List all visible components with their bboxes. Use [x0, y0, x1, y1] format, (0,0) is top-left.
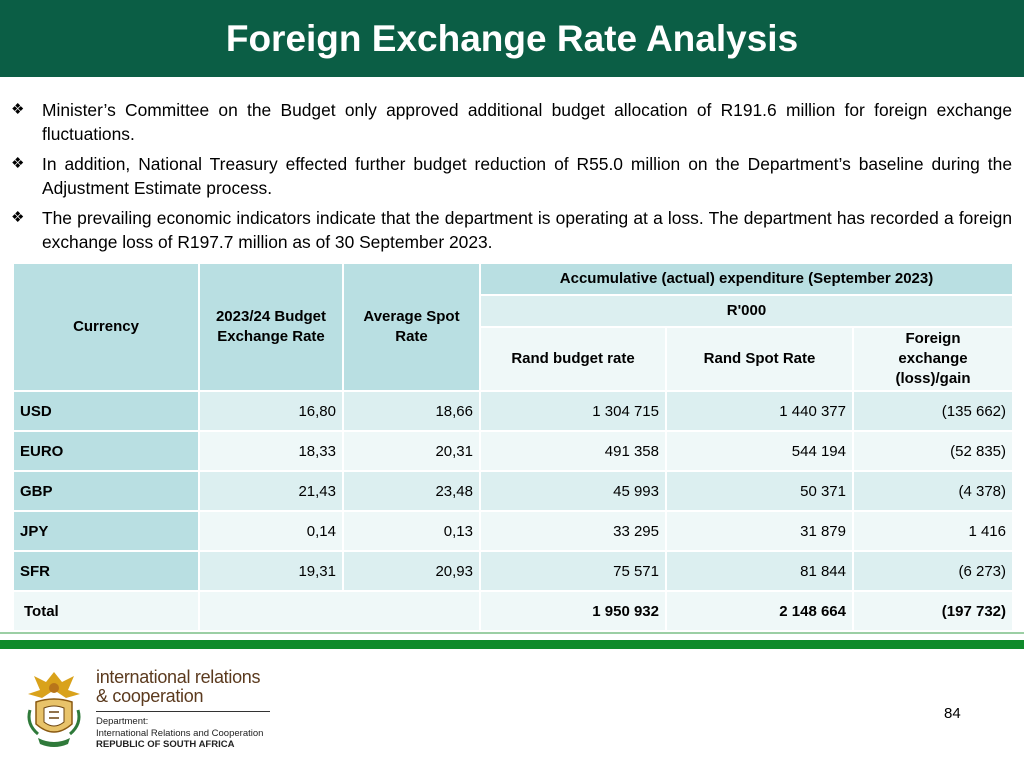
- total-empty-cell: [198, 590, 481, 632]
- logo-rule: [96, 711, 270, 712]
- fx-gain-cell: (4 378): [852, 470, 1014, 512]
- budget-rate-cell: 0,14: [198, 510, 344, 552]
- bullet-list: ❖ Minister’s Committee on the Budget onl…: [10, 98, 1012, 260]
- dept-label: Department:: [96, 716, 149, 727]
- bullet-item: ❖ Minister’s Committee on the Budget onl…: [10, 98, 1012, 146]
- fx-table: Currency 2023/24 Budget Exchange Rate Av…: [12, 262, 1014, 632]
- rand-spot-cell: 50 371: [665, 470, 854, 512]
- dept-name: International Relations and Cooperation: [96, 727, 264, 739]
- table-row: EURO 18,33 20,31 491 358 544 194 (52 835…: [12, 430, 1014, 472]
- title-bar: Foreign Exchange Rate Analysis: [0, 0, 1024, 77]
- spot-rate-cell: 20,31: [342, 430, 481, 472]
- fx-gain-cell: 1 416: [852, 510, 1014, 552]
- bullet-item: ❖ The prevailing economic indicators ind…: [10, 206, 1012, 254]
- logo-title-line2: & cooperation: [96, 686, 204, 706]
- bullet-text: Minister’s Committee on the Budget only …: [42, 100, 1012, 144]
- total-rand-budget: 1 950 932: [479, 590, 667, 632]
- bullet-item: ❖ In addition, National Treasury effecte…: [10, 152, 1012, 200]
- logo-text-block: international relations & cooperation De…: [96, 668, 270, 751]
- footer-divider: [0, 640, 1024, 649]
- currency-cell: SFR: [12, 550, 200, 592]
- spot-rate-cell: 18,66: [342, 390, 481, 432]
- budget-rate-cell: 21,43: [198, 470, 344, 512]
- table-row: SFR 19,31 20,93 75 571 81 844 (6 273): [12, 550, 1014, 592]
- budget-rate-cell: 18,33: [198, 430, 344, 472]
- rand-budget-cell: 75 571: [479, 550, 667, 592]
- diamond-bullet-icon: ❖: [11, 155, 25, 172]
- fx-gain-cell: (135 662): [852, 390, 1014, 432]
- logo-title-line1: international relations: [96, 667, 261, 687]
- fx-gain-cell: (6 273): [852, 550, 1014, 592]
- rand-budget-cell: 45 993: [479, 470, 667, 512]
- total-rand-spot: 2 148 664: [665, 590, 854, 632]
- diamond-bullet-icon: ❖: [11, 209, 25, 226]
- slide-title: Foreign Exchange Rate Analysis: [225, 17, 799, 59]
- currency-cell: USD: [12, 390, 200, 432]
- header-rand-spot-rate: Rand Spot Rate: [665, 326, 854, 392]
- total-label: Total: [12, 590, 200, 632]
- rand-spot-cell: 31 879: [665, 510, 854, 552]
- header-fx-gain: Foreign exchange (loss)/gain: [852, 326, 1014, 392]
- budget-rate-cell: 16,80: [198, 390, 344, 432]
- rand-spot-cell: 544 194: [665, 430, 854, 472]
- total-row: Total 1 950 932 2 148 664 (197 732): [12, 590, 1014, 632]
- rand-spot-cell: 1 440 377: [665, 390, 854, 432]
- spot-rate-cell: 0,13: [342, 510, 481, 552]
- rand-spot-cell: 81 844: [665, 550, 854, 592]
- country-name: REPUBLIC OF SOUTH AFRICA: [96, 739, 235, 750]
- spot-rate-cell: 23,48: [342, 470, 481, 512]
- rand-budget-cell: 33 295: [479, 510, 667, 552]
- header-accumulative-expenditure: Accumulative (actual) expenditure (Septe…: [479, 262, 1014, 296]
- table-row: USD 16,80 18,66 1 304 715 1 440 377 (135…: [12, 390, 1014, 432]
- table-row: GBP 21,43 23,48 45 993 50 371 (4 378): [12, 470, 1014, 512]
- currency-cell: JPY: [12, 510, 200, 552]
- header-spot-rate: Average Spot Rate: [342, 262, 481, 392]
- bullet-text: In addition, National Treasury effected …: [42, 154, 1012, 198]
- currency-cell: EURO: [12, 430, 200, 472]
- header-currency: Currency: [12, 262, 200, 392]
- header-budget-rate: 2023/24 Budget Exchange Rate: [198, 262, 344, 392]
- rand-budget-cell: 1 304 715: [479, 390, 667, 432]
- spot-rate-cell: 20,93: [342, 550, 481, 592]
- coat-of-arms-icon: [27, 672, 81, 747]
- fx-gain-cell: (52 835): [852, 430, 1014, 472]
- total-fx-gain: (197 732): [852, 590, 1014, 632]
- currency-cell: GBP: [12, 470, 200, 512]
- page-number: 84: [944, 705, 961, 722]
- header-unit: R'000: [479, 294, 1014, 328]
- footer-divider-thin: [0, 632, 1024, 634]
- diamond-bullet-icon: ❖: [11, 101, 25, 118]
- rand-budget-cell: 491 358: [479, 430, 667, 472]
- bullet-text: The prevailing economic indicators indic…: [42, 208, 1012, 252]
- table-row: JPY 0,14 0,13 33 295 31 879 1 416: [12, 510, 1014, 552]
- budget-rate-cell: 19,31: [198, 550, 344, 592]
- header-rand-budget-rate: Rand budget rate: [479, 326, 667, 392]
